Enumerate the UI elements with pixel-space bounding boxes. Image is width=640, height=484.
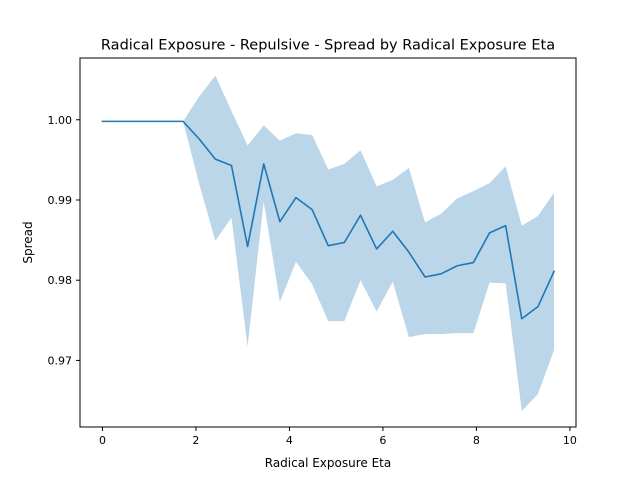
data-point [134,120,136,122]
data-point [553,270,555,272]
data-point [230,164,232,166]
y-tick-label: 0.99 [48,194,73,207]
data-point [424,276,426,278]
data-point [247,246,249,248]
data-point [279,221,281,223]
data-point [376,248,378,250]
x-tick-label: 4 [286,434,293,447]
data-point [408,251,410,253]
data-point [327,245,329,247]
data-point [182,120,184,122]
data-point [521,318,523,320]
data-point [472,262,474,264]
data-point [150,120,152,122]
data-point [263,163,265,165]
y-tick-label: 0.98 [48,274,73,287]
data-point [505,225,507,227]
plot-area [101,75,556,411]
x-tick-label: 0 [99,434,106,447]
y-axis-ticks: 0.97 0.98 0.99 1.00 [48,114,80,367]
data-point [359,214,361,216]
x-axis-ticks: 0 2 4 6 8 10 [99,427,577,447]
data-point [343,242,345,244]
data-point [392,230,394,232]
series-line [101,120,556,320]
data-point [295,197,297,199]
data-point [166,120,168,122]
y-tick-label: 1.00 [48,114,73,127]
x-tick-label: 10 [563,434,577,447]
data-point [456,265,458,267]
data-point [198,138,200,140]
y-axis-label: Spread [21,221,35,263]
data-point [118,120,120,122]
plot-frame [79,57,577,428]
y-tick-label: 0.97 [48,354,73,367]
chart-title: Radical Exposure - Repulsive - Spread by… [101,38,555,54]
data-point [101,120,103,122]
data-point [489,232,491,234]
x-tick-label: 8 [473,434,480,447]
data-point [440,273,442,275]
data-point [311,209,313,211]
confidence-band [102,75,555,411]
x-axis-label: Radical Exposure Eta [265,456,392,470]
data-point [537,306,539,308]
data-point [214,158,216,160]
x-tick-label: 6 [379,434,386,447]
x-tick-label: 2 [192,434,199,447]
